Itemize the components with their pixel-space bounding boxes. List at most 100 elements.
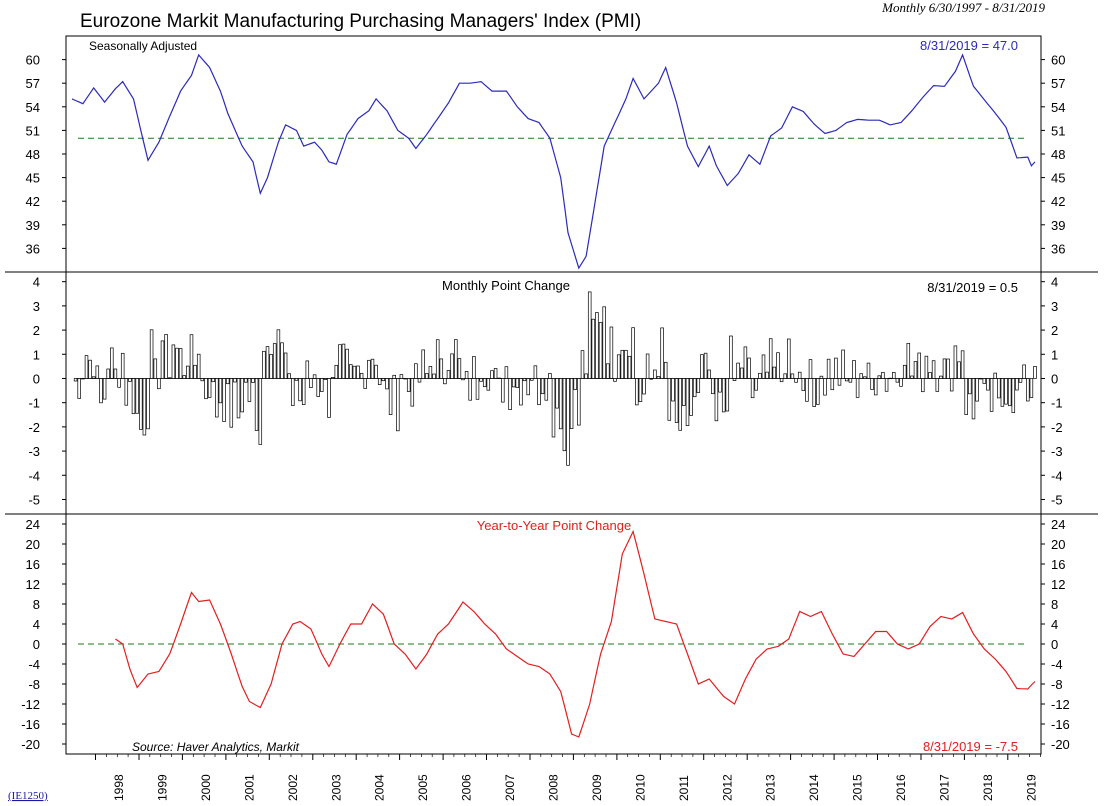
monthly-change-bar <box>149 329 154 379</box>
monthly-change-bar <box>986 378 990 391</box>
monthly-change-bar <box>591 318 596 379</box>
x-year-label: 2003 <box>329 774 343 801</box>
monthly-change-bar <box>522 378 527 382</box>
y-tick-label-left: -12 <box>21 697 40 712</box>
monthly-change-bar <box>211 378 215 383</box>
monthly-change-bar <box>975 378 979 402</box>
x-year-label: 2017 <box>938 774 952 801</box>
y-tick-label-right: 60 <box>1051 53 1065 68</box>
monthly-change-bar <box>276 329 281 379</box>
monthly-change-bar <box>595 312 599 379</box>
monthly-change-bar <box>91 376 96 379</box>
monthly-change-bar <box>808 359 813 379</box>
monthly-change-bar <box>805 378 809 402</box>
monthly-change-bar <box>493 368 498 379</box>
y-tick-label-left: 20 <box>26 537 40 552</box>
monthly-change-bar <box>855 378 860 398</box>
y-tick-label-right: 42 <box>1051 194 1065 209</box>
monthly-change-bar <box>848 378 853 383</box>
y-tick-label-left: 1 <box>33 347 40 362</box>
y-tick-label-left: -16 <box>21 717 40 732</box>
y-tick-label-right: -20 <box>1051 737 1070 752</box>
monthly-change-bar <box>377 378 382 385</box>
monthly-change-bar <box>435 339 440 379</box>
monthly-change-bar <box>363 378 367 389</box>
source-note: Source: Haver Analytics, Markit <box>132 740 300 754</box>
y-tick-label-right: -8 <box>1051 677 1063 692</box>
x-year-label: 2019 <box>1024 774 1038 801</box>
monthly-change-bar <box>750 378 755 399</box>
monthly-change-bar <box>671 378 675 402</box>
monthly-change-bar <box>490 370 494 379</box>
monthly-change-bar <box>910 375 914 379</box>
monthly-change-bar <box>189 334 194 379</box>
monthly-change-bar <box>370 358 375 379</box>
monthly-change-bar <box>99 378 103 404</box>
monthly-change-bar <box>519 378 523 406</box>
monthly-change-bar <box>816 378 820 405</box>
monthly-change-bar <box>294 378 299 381</box>
monthly-change-bar <box>663 361 668 379</box>
monthly-change-bar <box>573 378 577 390</box>
series-code-link[interactable]: (IE1250) <box>8 790 48 802</box>
monthly-change-bar <box>81 378 85 380</box>
y-tick-label-right: 16 <box>1051 557 1065 572</box>
monthly-change-bar <box>1029 378 1034 398</box>
y-tick-label-left: 3 <box>33 299 40 314</box>
monthly-change-bar <box>653 369 657 379</box>
monthly-change-bar <box>881 372 885 379</box>
monthly-change-bar <box>826 358 831 379</box>
monthly-change-bar <box>689 378 693 416</box>
y-tick-label-left: 12 <box>26 577 40 592</box>
x-year-label: 2000 <box>199 774 213 801</box>
monthly-change-bar <box>913 361 918 379</box>
chart-title: Eurozone Markit Manufacturing Purchasing… <box>80 11 641 32</box>
monthly-change-bar <box>964 378 968 415</box>
monthly-change-bar <box>367 359 371 379</box>
monthly-change-bar <box>852 360 856 379</box>
monthly-change-bar <box>533 365 538 379</box>
monthly-change-bar <box>642 378 646 395</box>
y-tick-label-left: 24 <box>26 517 40 532</box>
y-tick-label-right: 24 <box>1051 517 1065 532</box>
y-tick-label-left: 16 <box>26 557 40 572</box>
monthly-change-bar <box>548 373 552 379</box>
panel-2-subtitle: Monthly Point Change <box>442 278 570 293</box>
y-tick-label-right: 45 <box>1051 171 1065 186</box>
monthly-change-bar <box>530 378 534 381</box>
monthly-change-bar <box>685 378 690 426</box>
monthly-change-bar <box>747 357 751 379</box>
monthly-change-bar <box>421 349 425 379</box>
monthly-change-bar <box>117 378 121 388</box>
monthly-change-bar <box>323 378 328 380</box>
yoy-change-line <box>115 529 1036 738</box>
monthly-change-bar <box>262 350 266 379</box>
monthly-change-bar <box>754 378 758 391</box>
monthly-change-bar <box>1015 378 1019 391</box>
y-tick-label-right: -3 <box>1051 444 1063 459</box>
monthly-change-bar <box>327 378 331 418</box>
monthly-change-bar <box>997 378 1001 399</box>
monthly-change-bar <box>638 378 643 402</box>
monthly-change-bar <box>613 378 617 382</box>
y-tick-label-right: 48 <box>1051 147 1065 162</box>
monthly-change-bar <box>834 357 838 379</box>
monthly-change-bar <box>779 378 784 383</box>
x-year-label: 2015 <box>851 774 865 801</box>
monthly-change-bar <box>341 343 346 379</box>
y-tick-label-right: -4 <box>1051 468 1063 483</box>
monthly-change-bar <box>758 372 762 379</box>
y-tick-label-left: 45 <box>26 171 40 186</box>
monthly-change-bar <box>971 378 976 420</box>
monthly-change-bar <box>291 378 295 406</box>
monthly-change-bar <box>692 378 697 398</box>
y-tick-label-right: 0 <box>1051 371 1058 386</box>
monthly-change-bar <box>812 378 816 407</box>
y-tick-label-left: 0 <box>33 637 40 652</box>
monthly-change-bar <box>446 370 451 379</box>
monthly-change-bar <box>175 347 179 379</box>
x-year-label: 2005 <box>416 774 430 801</box>
monthly-change-bar <box>131 378 136 415</box>
x-year-label: 1999 <box>156 774 170 801</box>
monthly-change-bar <box>320 378 324 392</box>
